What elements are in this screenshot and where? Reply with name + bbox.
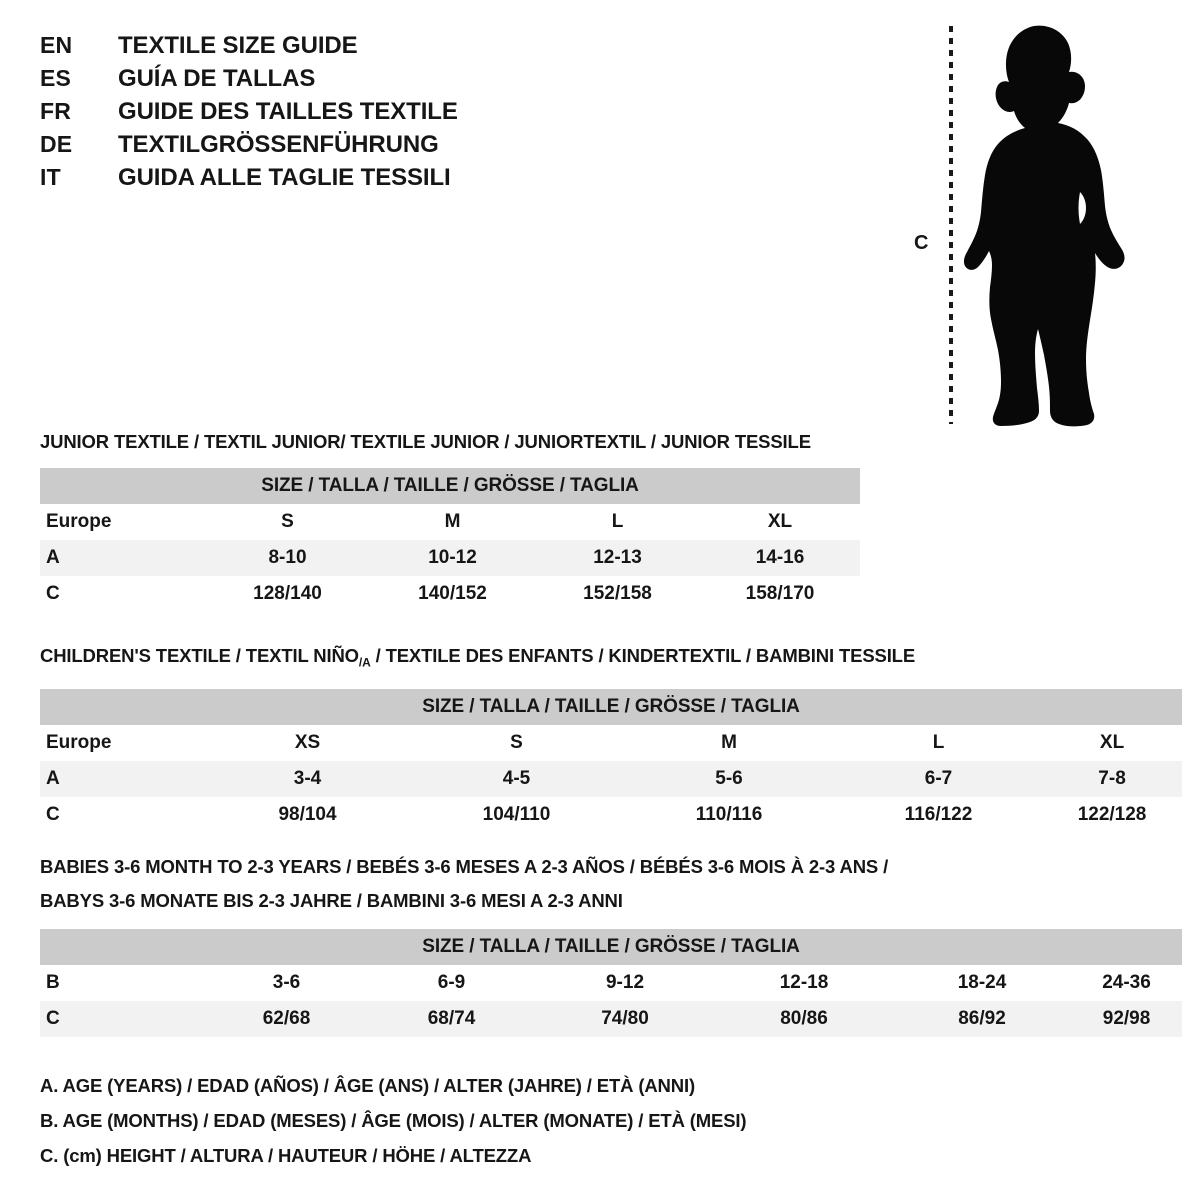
row-label: C bbox=[40, 796, 205, 833]
table-cell: S bbox=[410, 724, 623, 761]
section-childrens-textile: CHILDREN'S TEXTILE / TEXTIL NIÑO/A / TEX… bbox=[40, 642, 1185, 833]
table-cell: 158/170 bbox=[700, 576, 861, 612]
row-label: Europe bbox=[40, 724, 205, 761]
title-language-code: ES bbox=[40, 65, 72, 91]
table-cell: M bbox=[623, 724, 835, 761]
table-cell: 104/110 bbox=[410, 796, 623, 833]
section-title-line1: BABIES 3-6 MONTH TO 2-3 YEARS / BEBÉS 3-… bbox=[40, 856, 889, 877]
row-label: A bbox=[40, 540, 205, 576]
table-row: B 3-6 6-9 9-12 12-18 18-24 24-36 bbox=[40, 965, 1183, 1001]
table-cell: 3-4 bbox=[205, 760, 410, 797]
table-cell: L bbox=[835, 724, 1042, 761]
title-row: IT GUIDA ALLE TAGLIE TESSILI bbox=[40, 164, 580, 197]
title-text: GUÍA DE TALLAS bbox=[118, 65, 316, 92]
table-row: Europe XS S M L XL bbox=[40, 724, 1183, 761]
row-label: B bbox=[40, 965, 205, 1001]
table-cell: 62/68 bbox=[205, 1001, 368, 1037]
table-cell: 74/80 bbox=[535, 1001, 715, 1037]
table-row: Europe S M L XL bbox=[40, 504, 861, 540]
table-cell: 24-36 bbox=[1071, 965, 1183, 1001]
table-cell: 4-5 bbox=[410, 760, 623, 797]
title-text: TEXTILGRÖSSENFÜHRUNG bbox=[118, 131, 439, 158]
section-junior-textile: JUNIOR TEXTILE / TEXTIL JUNIOR/ TEXTILE … bbox=[40, 428, 890, 612]
legend-line-b: B. AGE (MONTHS) / EDAD (MESES) / ÂGE (MO… bbox=[40, 1110, 747, 1131]
row-label: C bbox=[40, 576, 205, 612]
table-cell: 3-6 bbox=[205, 965, 368, 1001]
table-cell: 68/74 bbox=[368, 1001, 535, 1037]
section-title: CHILDREN'S TEXTILE / TEXTIL NIÑO/A / TEX… bbox=[40, 642, 1185, 677]
title-row: EN TEXTILE SIZE GUIDE bbox=[40, 32, 580, 65]
table-cell: 14-16 bbox=[700, 540, 861, 576]
toddler-silhouette-icon bbox=[963, 25, 1125, 427]
title-language-code: DE bbox=[40, 131, 73, 157]
title-row: ES GUÍA DE TALLAS bbox=[40, 65, 580, 98]
measurement-figure: C bbox=[900, 14, 1130, 427]
table-cell: 9-12 bbox=[535, 965, 715, 1001]
table-band-header: SIZE / TALLA / TAILLE / GRÖSSE / TAGLIA bbox=[40, 929, 1183, 965]
section-title-part: CHILDREN'S TEXTILE / TEXTIL NIÑO bbox=[40, 645, 359, 666]
table-cell: XS bbox=[205, 724, 410, 761]
table-row: C 62/68 68/74 74/80 80/86 86/92 92/98 bbox=[40, 1001, 1183, 1037]
table-cell: S bbox=[205, 504, 370, 540]
height-dotted-line bbox=[949, 26, 953, 424]
table-cell: 86/92 bbox=[893, 1001, 1071, 1037]
table-row: C 98/104 104/110 110/116 116/122 122/128 bbox=[40, 796, 1183, 833]
section-title: JUNIOR TEXTILE / TEXTIL JUNIOR/ TEXTILE … bbox=[40, 431, 811, 452]
height-measure-label: C bbox=[914, 232, 929, 254]
table-cell: 18-24 bbox=[893, 965, 1071, 1001]
table-cell: 8-10 bbox=[205, 540, 370, 576]
table-cell: M bbox=[370, 504, 535, 540]
guide-title-block: EN TEXTILE SIZE GUIDE ES GUÍA DE TALLAS … bbox=[40, 32, 580, 197]
table-cell: 12-13 bbox=[535, 540, 700, 576]
table-band-header: SIZE / TALLA / TAILLE / GRÖSSE / TAGLIA bbox=[40, 688, 1183, 725]
table-cell: 10-12 bbox=[370, 540, 535, 576]
table-cell: 7-8 bbox=[1042, 760, 1183, 797]
title-text: GUIDE DES TAILLES TEXTILE bbox=[118, 98, 458, 125]
title-text: GUIDA ALLE TAGLIE TESSILI bbox=[118, 164, 451, 191]
table-row: A 8-10 10-12 12-13 14-16 bbox=[40, 540, 861, 576]
band-label: SIZE / TALLA / TAILLE / GRÖSSE / TAGLIA bbox=[40, 468, 861, 504]
childrens-size-table: SIZE / TALLA / TAILLE / GRÖSSE / TAGLIA … bbox=[40, 688, 1183, 833]
table-cell: 110/116 bbox=[623, 796, 835, 833]
table-cell: XL bbox=[1042, 724, 1183, 761]
section-babies-textile: BABIES 3-6 MONTH TO 2-3 YEARS / BEBÉS 3-… bbox=[40, 853, 1185, 1037]
title-row: FR GUIDE DES TAILLES TEXTILE bbox=[40, 98, 580, 131]
legend-line-c: C. (cm) HEIGHT / ALTURA / HAUTEUR / HÖHE… bbox=[40, 1145, 532, 1166]
junior-size-table: SIZE / TALLA / TAILLE / GRÖSSE / TAGLIA … bbox=[40, 468, 861, 612]
row-label: A bbox=[40, 760, 205, 797]
table-row: C 128/140 140/152 152/158 158/170 bbox=[40, 576, 861, 612]
table-cell: 6-7 bbox=[835, 760, 1042, 797]
section-title-part: / TEXTILE DES ENFANTS / KINDERTEXTIL / B… bbox=[370, 645, 916, 666]
table-cell: XL bbox=[700, 504, 861, 540]
section-title-subscript: /A bbox=[358, 655, 371, 670]
row-label: Europe bbox=[40, 504, 205, 540]
title-language-code: FR bbox=[40, 98, 72, 124]
legend-line-a: A. AGE (YEARS) / EDAD (AÑOS) / ÂGE (ANS)… bbox=[40, 1075, 695, 1096]
table-cell: 140/152 bbox=[370, 576, 535, 612]
title-language-code: EN bbox=[40, 32, 73, 58]
table-cell: 12-18 bbox=[715, 965, 893, 1001]
table-cell: 128/140 bbox=[205, 576, 370, 612]
table-row: A 3-4 4-5 5-6 6-7 7-8 bbox=[40, 760, 1183, 797]
section-title-line2: BABYS 3-6 MONATE BIS 2-3 JAHRE / BAMBINI… bbox=[40, 890, 623, 911]
table-cell: 6-9 bbox=[368, 965, 535, 1001]
measurement-legend: A. AGE (YEARS) / EDAD (AÑOS) / ÂGE (ANS)… bbox=[40, 1068, 820, 1173]
title-row: DE TEXTILGRÖSSENFÜHRUNG bbox=[40, 131, 580, 164]
table-cell: 98/104 bbox=[205, 796, 410, 833]
row-label: C bbox=[40, 1001, 205, 1037]
title-text: TEXTILE SIZE GUIDE bbox=[118, 32, 358, 59]
band-label: SIZE / TALLA / TAILLE / GRÖSSE / TAGLIA bbox=[40, 688, 1183, 725]
table-cell: 152/158 bbox=[535, 576, 700, 612]
table-cell: 80/86 bbox=[715, 1001, 893, 1037]
table-cell: 116/122 bbox=[835, 796, 1042, 833]
babies-size-table: SIZE / TALLA / TAILLE / GRÖSSE / TAGLIA … bbox=[40, 929, 1183, 1037]
table-band-header: SIZE / TALLA / TAILLE / GRÖSSE / TAGLIA bbox=[40, 468, 861, 504]
table-cell: 122/128 bbox=[1042, 796, 1183, 833]
band-label: SIZE / TALLA / TAILLE / GRÖSSE / TAGLIA bbox=[40, 929, 1183, 965]
table-cell: L bbox=[535, 504, 700, 540]
table-cell: 92/98 bbox=[1071, 1001, 1183, 1037]
table-cell: 5-6 bbox=[623, 760, 835, 797]
title-language-code: IT bbox=[40, 164, 61, 190]
